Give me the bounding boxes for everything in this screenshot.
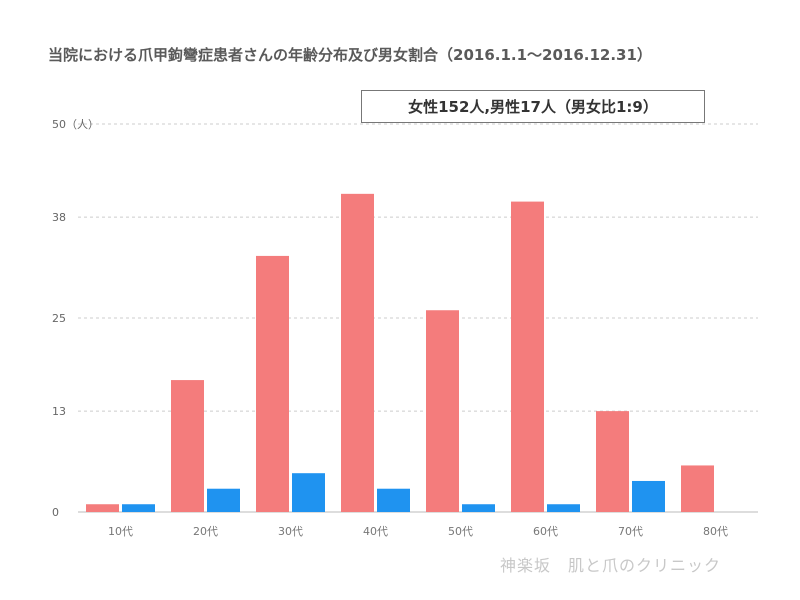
bar-series-2 (122, 504, 155, 512)
chart-title: 当院における爪甲鉤彎症患者さんの年齢分布及び男女割合（2016.1.1〜2016… (48, 46, 652, 64)
y-tick-label: 13 (52, 405, 66, 418)
y-tick-label: 38 (52, 211, 66, 224)
x-tick-label: 70代 (618, 525, 643, 538)
bar-series-2 (547, 504, 580, 512)
x-tick-label: 10代 (108, 525, 133, 538)
bar-series-2 (292, 473, 325, 512)
bar-series-1 (341, 193, 374, 512)
y-tick-label: 50（人） (52, 118, 99, 131)
bar-series-1 (681, 465, 714, 512)
x-tick-label: 80代 (703, 525, 728, 538)
bar-series-1 (426, 310, 459, 512)
x-tick-label: 50代 (448, 525, 473, 538)
bar-series-2 (207, 488, 240, 512)
bar-series-1 (86, 504, 119, 512)
bar-series-1 (256, 255, 289, 513)
x-tick-label: 60代 (533, 525, 558, 538)
y-tick-label: 0 (52, 506, 59, 519)
y-tick-label: 25 (52, 312, 66, 325)
clinic-watermark: 神楽坂 肌と爪のクリニック (500, 556, 722, 575)
bar-series-2 (632, 480, 665, 512)
x-tick-label: 20代 (193, 525, 218, 538)
bar-series-1 (171, 380, 204, 512)
bar-series-2 (377, 488, 410, 512)
x-tick-label: 30代 (278, 525, 303, 538)
bar-series-1 (596, 411, 629, 512)
x-tick-label: 40代 (363, 525, 388, 538)
summary-box: 女性152人,男性17人（男女比1:9） (361, 90, 705, 123)
bar-series-1 (511, 201, 544, 512)
summary-text: 女性152人,男性17人（男女比1:9） (408, 98, 658, 116)
bar-series-2 (462, 504, 495, 512)
